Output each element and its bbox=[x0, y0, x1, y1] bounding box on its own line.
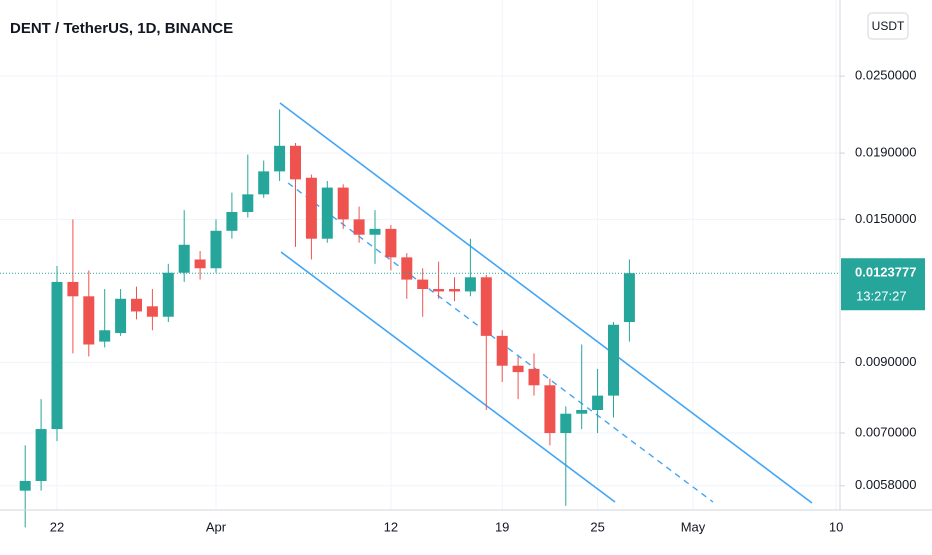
candle-body bbox=[480, 277, 492, 336]
candle-body bbox=[321, 187, 333, 239]
candle-body bbox=[19, 480, 31, 491]
y-tick-label: 0.0190000 bbox=[855, 145, 916, 160]
candle-body bbox=[401, 257, 413, 280]
y-tick-label: 0.0090000 bbox=[855, 354, 916, 369]
candle-body bbox=[592, 395, 604, 410]
x-tick-label: 25 bbox=[590, 519, 604, 534]
currency-button[interactable] bbox=[867, 12, 909, 40]
x-tick-label: 10 bbox=[829, 519, 843, 534]
candle-body bbox=[242, 194, 254, 212]
candle-body bbox=[337, 187, 349, 220]
candle-body bbox=[512, 365, 524, 373]
candle-body bbox=[576, 409, 588, 414]
candle-body bbox=[178, 244, 190, 273]
candle-body bbox=[115, 298, 127, 334]
x-tick-label: 19 bbox=[495, 519, 509, 534]
price-label-box bbox=[841, 258, 925, 311]
candle-body bbox=[528, 368, 540, 386]
channel-upper bbox=[279, 102, 813, 504]
candle-body bbox=[560, 413, 572, 434]
countdown-label: 13:27:27 bbox=[856, 289, 907, 304]
candle-body bbox=[449, 289, 460, 292]
candle-body bbox=[274, 145, 286, 172]
x-tick-label: 12 bbox=[384, 519, 398, 534]
candle-body bbox=[369, 228, 381, 235]
y-tick-label: 0.0250000 bbox=[855, 68, 916, 83]
candle-body bbox=[608, 324, 619, 396]
channel-lower bbox=[280, 251, 616, 503]
candle-body bbox=[385, 228, 397, 258]
chart-title: DENT / TetherUS, 1D, BINANCE bbox=[10, 20, 233, 37]
candle-body bbox=[210, 230, 222, 269]
y-tick-label: 0.0070000 bbox=[855, 424, 916, 439]
candle-body bbox=[226, 211, 238, 231]
currency-label[interactable]: USDT bbox=[872, 19, 905, 33]
candle-body bbox=[162, 272, 174, 317]
candle-body bbox=[433, 289, 445, 292]
candle-body bbox=[131, 298, 142, 312]
candle-body bbox=[258, 171, 270, 195]
candle-body bbox=[623, 273, 635, 323]
candle-body bbox=[51, 281, 63, 430]
candle-body bbox=[305, 177, 317, 239]
candle-body bbox=[99, 330, 111, 342]
candle-body bbox=[496, 335, 508, 366]
candle-body bbox=[290, 145, 301, 180]
price-label: 0.0123777 bbox=[855, 265, 916, 280]
y-tick-label: 0.0150000 bbox=[855, 211, 916, 226]
y-tick-label: 0.0058000 bbox=[855, 477, 916, 492]
candle-body bbox=[353, 219, 365, 235]
candle-body bbox=[194, 259, 206, 269]
candle-body bbox=[83, 296, 95, 345]
candle-body bbox=[417, 279, 429, 290]
x-tick-label: 22 bbox=[50, 519, 64, 534]
x-tick-label: Apr bbox=[206, 519, 227, 534]
x-tick-label: May bbox=[681, 519, 706, 534]
candles bbox=[19, 109, 635, 528]
candle-body bbox=[35, 429, 47, 481]
candle-body bbox=[146, 306, 158, 317]
candle-body bbox=[544, 385, 556, 434]
candle-body bbox=[67, 281, 79, 297]
grid bbox=[0, 0, 840, 510]
candle-body bbox=[464, 277, 476, 292]
